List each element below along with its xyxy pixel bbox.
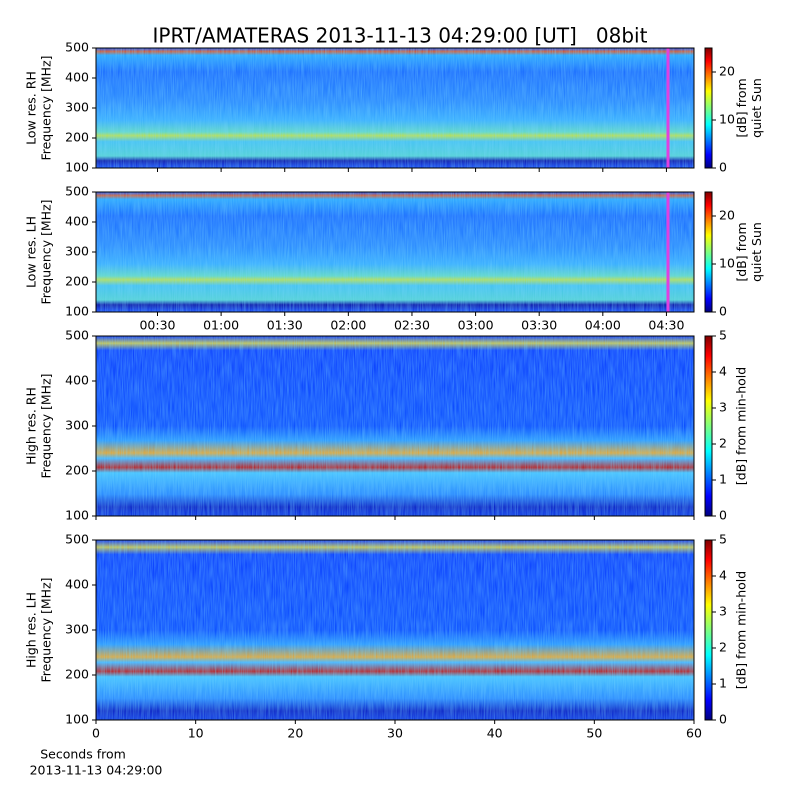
colorbar-tick-label: 2 xyxy=(719,436,727,451)
x-axis-label: 2013-11-13 04:29:00 xyxy=(30,763,163,778)
y-tick-label: 200 xyxy=(65,130,89,145)
colorbar-tick-label: 0 xyxy=(719,712,727,727)
colorbar xyxy=(704,335,713,517)
colorbar-tick-label: 0 xyxy=(719,304,727,319)
colorbar-label: quiet Sun xyxy=(749,78,764,138)
colorbar-tick-label: 4 xyxy=(719,364,727,379)
x-tick-label: 02:30 xyxy=(394,318,430,333)
y-tick-label: 500 xyxy=(65,40,89,55)
x-axis-label: Seconds from xyxy=(40,747,126,762)
colorbar xyxy=(704,191,713,313)
x-tick-label: 10 xyxy=(188,726,204,741)
y-tick-label: 400 xyxy=(65,577,89,592)
x-tick-label: 04:30 xyxy=(648,318,684,333)
x-tick-label: 30 xyxy=(387,726,403,741)
spectrogram-texture xyxy=(96,192,694,312)
y-tick-label: 200 xyxy=(65,274,89,289)
y-tick-label: 300 xyxy=(65,244,89,259)
colorbar-tick-label: 5 xyxy=(719,532,727,547)
y-tick-label: 300 xyxy=(65,100,89,115)
y-tick-label: 300 xyxy=(65,622,89,637)
colorbar-tick-label: 3 xyxy=(719,400,727,415)
chart-title: IPRT/AMATERAS 2013-11-13 04:29:00 [UT] 0… xyxy=(153,24,648,48)
x-tick-label: 01:30 xyxy=(267,318,303,333)
y-axis-label: Frequency [MHz] xyxy=(39,55,54,160)
y-tick-label: 200 xyxy=(65,667,89,682)
colorbar-tick-label: 3 xyxy=(719,604,727,619)
colorbar-tick-label: 0 xyxy=(719,508,727,523)
x-tick-label: 02:00 xyxy=(330,318,366,333)
colorbar-label: [dB] from min-hold xyxy=(734,571,749,689)
y-tick-label: 400 xyxy=(65,373,89,388)
colorbar-label: [dB] from min-hold xyxy=(734,367,749,485)
colorbar-label: [dB] from xyxy=(734,222,749,281)
x-tick-label: 0 xyxy=(92,726,100,741)
y-tick-label: 500 xyxy=(65,532,89,547)
colorbar-label: [dB] from xyxy=(734,78,749,137)
x-tick-label: 00:30 xyxy=(139,318,175,333)
y-tick-label: 100 xyxy=(65,304,89,319)
y-tick-label: 100 xyxy=(65,160,89,175)
x-tick-label: 60 xyxy=(686,726,702,741)
y-axis-label: Frequency [MHz] xyxy=(39,577,54,682)
x-tick-label: 03:00 xyxy=(458,318,494,333)
colorbar-tick-label: 4 xyxy=(719,568,727,583)
y-tick-label: 400 xyxy=(65,214,89,229)
y-tick-label: 300 xyxy=(65,418,89,433)
y-axis-label: Low res. RH xyxy=(24,71,39,145)
colorbar-tick-label: 1 xyxy=(719,472,727,487)
colorbar xyxy=(704,47,713,169)
x-tick-label: 04:00 xyxy=(585,318,621,333)
x-tick-label: 01:00 xyxy=(203,318,239,333)
y-tick-label: 100 xyxy=(65,712,89,727)
colorbar-tick-label: 20 xyxy=(719,208,735,223)
y-tick-label: 500 xyxy=(65,328,89,343)
spectrogram-texture xyxy=(96,540,694,720)
x-tick-label: 20 xyxy=(287,726,303,741)
y-axis-label: High res. RH xyxy=(24,387,39,465)
y-tick-label: 100 xyxy=(65,508,89,523)
y-axis-label: Frequency [MHz] xyxy=(39,373,54,478)
colorbar-label: quiet Sun xyxy=(749,222,764,282)
x-tick-label: 50 xyxy=(586,726,602,741)
colorbar xyxy=(704,539,713,721)
spectrogram-texture xyxy=(96,48,694,168)
colorbar-tick-label: 2 xyxy=(719,640,727,655)
y-axis-label: High res. LH xyxy=(24,592,39,668)
x-tick-label: 40 xyxy=(487,726,503,741)
y-tick-label: 200 xyxy=(65,463,89,478)
spectrogram-texture xyxy=(96,336,694,516)
x-tick-label: 03:30 xyxy=(521,318,557,333)
colorbar-tick-label: 20 xyxy=(719,64,735,79)
colorbar-tick-label: 0 xyxy=(719,160,727,175)
colorbar-tick-label: 10 xyxy=(719,256,735,271)
y-tick-label: 500 xyxy=(65,184,89,199)
colorbar-tick-label: 10 xyxy=(719,112,735,127)
y-tick-label: 400 xyxy=(65,70,89,85)
colorbar-tick-label: 1 xyxy=(719,676,727,691)
colorbar-tick-label: 5 xyxy=(719,328,727,343)
y-axis-label: Low res. LH xyxy=(24,216,39,288)
y-axis-label: Frequency [MHz] xyxy=(39,199,54,304)
